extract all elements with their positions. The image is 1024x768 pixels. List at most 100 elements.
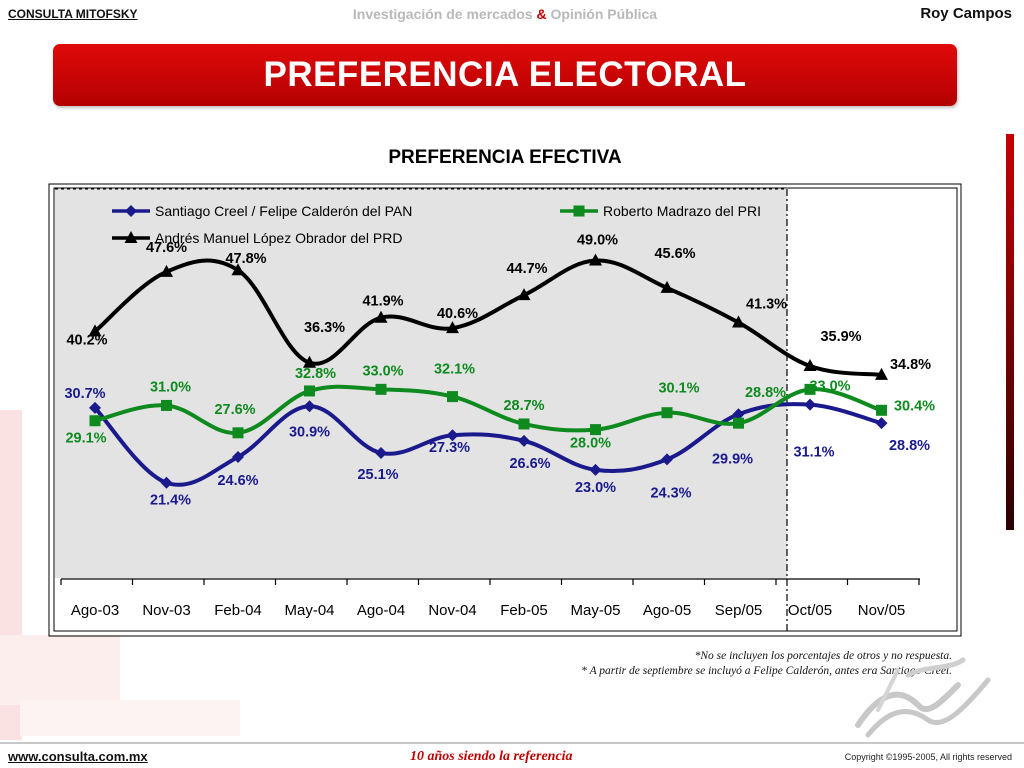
data-label: 34.8% (890, 357, 931, 373)
header-ampersand: & (536, 6, 547, 22)
data-point (518, 434, 530, 447)
footnote: * A partir de septiembre se incluyó a Fe… (581, 665, 952, 677)
data-point (518, 418, 530, 430)
data-label: 41.3% (746, 297, 787, 313)
data-label: 40.6% (437, 306, 478, 322)
data-point (89, 415, 101, 427)
data-point (89, 401, 101, 414)
header-tagline-part1: Investigación de mercados (352, 6, 533, 22)
legend-item: Roberto Madrazo del PRI (560, 203, 761, 219)
x-tick-label: Feb-05 (500, 602, 548, 619)
footnote: *No se incluyen los porcentajes de otros… (694, 650, 952, 662)
data-label: 28.7% (503, 398, 544, 414)
chart-title: PREFERENCIA EFECTIVA (388, 147, 622, 168)
data-point (804, 398, 816, 411)
x-tick-label: Nov/05 (858, 602, 906, 619)
data-point (161, 399, 172, 411)
x-tick-label: Ago-04 (357, 602, 405, 619)
legend-swatch-marker (125, 205, 137, 217)
copyright: Copyright ©1995-2005, All rights reserve… (844, 752, 1012, 762)
data-point (517, 288, 531, 301)
data-point (804, 383, 816, 395)
x-tick-label: Feb-04 (214, 602, 262, 619)
data-point (590, 424, 601, 436)
data-point (589, 463, 602, 476)
x-tick-label: Ago-05 (643, 602, 691, 619)
x-tick-label: Ago-03 (71, 602, 119, 619)
legend-label: Roberto Madrazo del PRI (603, 203, 761, 219)
legend-swatch-marker (124, 231, 138, 243)
data-point (232, 450, 244, 463)
data-label: 29.1% (65, 431, 106, 447)
data-label: 41.9% (362, 294, 403, 310)
data-point (875, 417, 888, 430)
data-label: 47.8% (225, 251, 266, 267)
website-link[interactable]: www.consulta.com.mx (8, 749, 148, 764)
header-tagline: Investigación de mercados & Opinión Públ… (0, 6, 1010, 22)
data-point (446, 321, 459, 334)
data-label: 24.3% (650, 485, 691, 501)
plot-area-shade (55, 189, 787, 578)
data-label: 30.4% (894, 398, 935, 414)
data-label: 24.6% (217, 473, 258, 489)
side-accent-bar (1006, 134, 1014, 530)
data-label: 31.0% (150, 379, 191, 395)
data-point (160, 476, 173, 489)
x-tick-label: May-05 (570, 602, 620, 619)
page-title: PREFERENCIA ELECTORAL (263, 55, 747, 94)
footnotes: *No se incluyen los porcentajes de otros… (581, 649, 952, 679)
chart-legend: Santiago Creel / Felipe Calderón del PAN… (112, 203, 761, 246)
header-tagline-part2: Opinión Pública (550, 6, 658, 22)
data-label: 21.4% (150, 493, 191, 509)
legend-swatch-marker (573, 205, 585, 217)
data-point (88, 324, 102, 337)
x-tick-label: May-04 (284, 602, 334, 619)
x-tick-label: Nov-04 (428, 602, 476, 619)
chart-frame-outer (48, 183, 962, 637)
data-label: 32.8% (295, 366, 336, 382)
data-label: 30.1% (658, 381, 699, 397)
footer-slogan: 10 años siendo la referencia (410, 749, 573, 764)
data-label: 27.3% (429, 440, 470, 456)
x-axis-tick-labels: Ago-03 Nov-03 Feb-04 May-04 Ago-04 Nov-04 Feb-… (71, 602, 905, 619)
background-decoration (0, 635, 120, 705)
data-point (733, 417, 744, 429)
background-decoration (20, 700, 240, 736)
data-label: 36.3% (304, 320, 345, 336)
data-point (304, 385, 315, 397)
data-label: 31.1% (793, 445, 834, 461)
data-point (160, 264, 173, 277)
data-point (303, 355, 316, 368)
data-point (375, 383, 387, 395)
data-point (446, 429, 459, 442)
data-point (374, 310, 388, 323)
data-label: 40.2% (66, 332, 107, 348)
legend-label: Andrés Manuel López Obrador del PRD (155, 230, 402, 246)
data-point (732, 315, 745, 328)
data-label: 33.0% (362, 363, 403, 379)
x-axis-ticks (60, 579, 920, 585)
data-point (875, 367, 888, 380)
data-label: 23.0% (575, 480, 616, 496)
data-label: 30.7% (64, 386, 105, 402)
data-label: 45.6% (654, 246, 695, 262)
data-point (375, 446, 387, 459)
data-point (231, 263, 245, 276)
data-point (660, 280, 674, 293)
data-label: 44.7% (506, 261, 547, 277)
data-label: 25.1% (357, 467, 398, 483)
data-label: 30.9% (289, 424, 330, 440)
data-label: 27.6% (214, 402, 255, 418)
data-point (447, 391, 458, 403)
author-name: Roy Campos (920, 5, 1012, 22)
data-point (661, 407, 673, 419)
title-banner: PREFERENCIA ELECTORAL (53, 44, 957, 106)
series-triangle: 40.2% 47.6% 47.8% 36.3% 41.9% 40.6% 44.7% 49.0%… (66, 233, 931, 380)
series-square: 29.1% 31.0% 27.6% 32.8% 33.0% 32.1% 28.7% 28.0%… (65, 362, 935, 452)
series-line (94, 384, 883, 435)
data-point (661, 453, 673, 466)
data-label: 28.8% (745, 385, 786, 401)
data-label: 33.0% (809, 378, 850, 394)
legend-item: Andrés Manuel López Obrador del PRD (112, 230, 402, 246)
